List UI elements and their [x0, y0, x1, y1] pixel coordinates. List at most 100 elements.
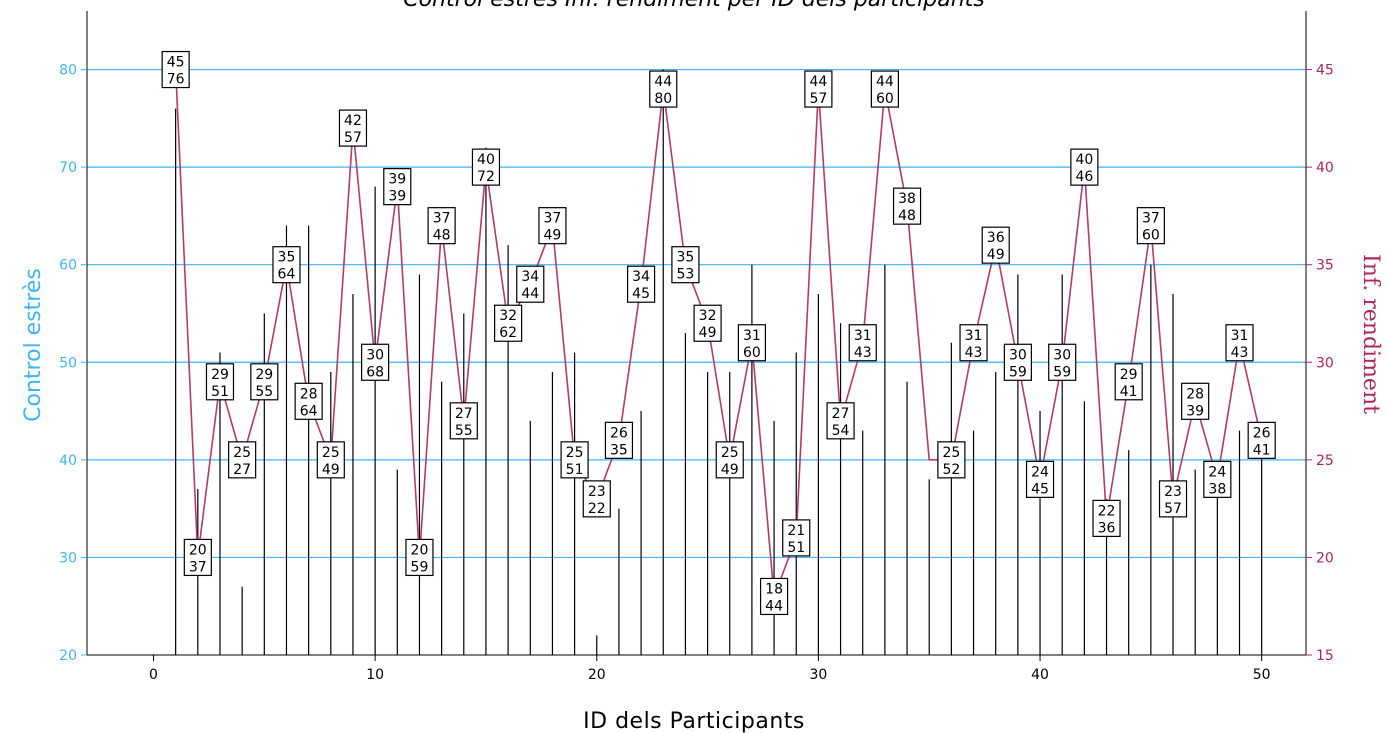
- point-label-box: [250, 363, 279, 401]
- point-label-top: 25: [942, 445, 960, 461]
- point-label-box: [1025, 460, 1055, 498]
- point-label-bottom: 48: [433, 228, 451, 244]
- point-label-box: [715, 441, 744, 479]
- point-label-top: 20: [411, 542, 429, 558]
- y-left-tick-label: 60: [59, 258, 77, 274]
- point-label-bottom: 60: [743, 345, 761, 361]
- x-tick-label: 10: [366, 667, 384, 683]
- point-label-box: [937, 441, 966, 479]
- point-label-box: [1114, 363, 1143, 401]
- point-label-box: [582, 480, 611, 518]
- point-label-bottom: 44: [765, 598, 783, 614]
- point-label-box: [316, 441, 345, 479]
- x-tick-label: 40: [1031, 667, 1049, 683]
- point-label-box: [649, 70, 678, 108]
- point-label-bottom: 64: [300, 403, 318, 419]
- point-label-top: 35: [278, 250, 296, 266]
- y-right-tick-label: 35: [1316, 258, 1334, 274]
- point-label-bottom: 51: [566, 462, 584, 478]
- point-label-bottom: 41: [1120, 384, 1138, 400]
- point-label-bottom: 62: [499, 325, 517, 341]
- point-label-box: [494, 304, 523, 342]
- point-label-bottom: 57: [1164, 501, 1182, 517]
- point-label-top: 18: [765, 581, 783, 597]
- point-label-box: [1225, 324, 1254, 362]
- point-label-bottom: 43: [1231, 345, 1249, 361]
- point-label-bottom: 55: [255, 384, 273, 400]
- point-label-bottom: 49: [322, 462, 340, 478]
- point-label-top: 25: [322, 445, 340, 461]
- point-label-bottom: 55: [455, 423, 473, 439]
- y-right-tick-label: 40: [1316, 160, 1334, 176]
- point-label-box: [1181, 382, 1210, 420]
- point-label-bottom: 39: [1186, 403, 1204, 419]
- point-label-box: [892, 187, 922, 225]
- point-label-top: 28: [1186, 386, 1204, 402]
- point-label-bottom: 59: [1009, 364, 1027, 380]
- y-left-tick-label: 20: [59, 648, 77, 664]
- point-label-box: [626, 265, 656, 303]
- point-label-bottom: 22: [588, 501, 606, 517]
- point-label-bottom: 44: [521, 286, 539, 302]
- point-label-box: [516, 265, 545, 303]
- point-label-top: 34: [521, 269, 539, 285]
- axes: 20 30 40 50 60 70 80 15 20 25 30 35 40 45 0 10 20 30 40 50: [59, 11, 1334, 683]
- point-label-box: [1158, 480, 1188, 518]
- point-label-bottom: 45: [1031, 481, 1049, 497]
- point-label-box: [427, 207, 456, 245]
- point-label-top: 35: [677, 250, 695, 266]
- point-label-box: [959, 324, 988, 362]
- point-label-top: 23: [1164, 484, 1182, 500]
- point-label-box: [782, 519, 811, 557]
- point-label-box: [1070, 148, 1099, 186]
- point-label-bottom: 57: [809, 91, 827, 107]
- x-tick-label: 0: [149, 667, 158, 683]
- point-labels: 4576203729512527295535642864254942573068…: [161, 50, 1276, 616]
- point-label-box: [1247, 421, 1276, 459]
- point-label-top: 32: [499, 308, 517, 324]
- point-label-bottom: 41: [1253, 442, 1271, 458]
- point-label-bottom: 37: [189, 559, 207, 575]
- point-label-bottom: 59: [1053, 364, 1071, 380]
- y-right-tick-label: 45: [1316, 63, 1334, 79]
- y-left-tick-label: 70: [59, 160, 77, 176]
- point-label-box: [737, 324, 767, 362]
- point-label-top: 39: [388, 172, 406, 188]
- y-right-axis-label: Inf. rendiment: [1358, 254, 1383, 414]
- point-label-bottom: 59: [411, 559, 429, 575]
- point-label-bottom: 51: [211, 384, 229, 400]
- point-label-top: 37: [544, 211, 562, 227]
- point-label-box: [826, 402, 855, 440]
- point-label-bottom: 60: [1142, 228, 1160, 244]
- point-label-top: 24: [1208, 464, 1226, 480]
- point-label-box: [272, 246, 301, 284]
- point-label-top: 21: [787, 523, 805, 539]
- point-label-top: 32: [699, 308, 717, 324]
- y-left-tick-label: 50: [59, 355, 77, 371]
- y-right-tick-label: 15: [1316, 648, 1334, 664]
- point-label-bottom: 52: [942, 462, 960, 478]
- point-label-bottom: 57: [344, 130, 362, 146]
- point-label-top: 31: [854, 328, 872, 344]
- point-label-top: 34: [632, 269, 650, 285]
- point-label-top: 37: [1142, 211, 1160, 227]
